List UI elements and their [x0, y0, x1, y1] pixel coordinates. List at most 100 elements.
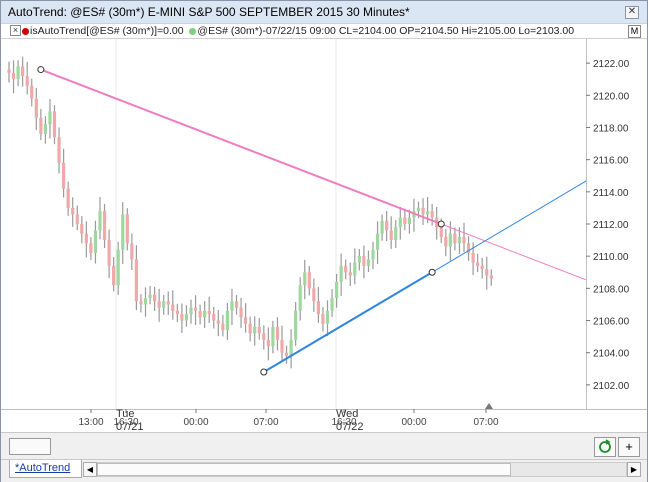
- price-bar-body: [221, 323, 225, 331]
- price-bar-body: [39, 117, 43, 134]
- date-label: 07/22: [336, 421, 364, 432]
- price-bar-body: [121, 214, 125, 250]
- time-tick-label: 07:00: [253, 417, 278, 428]
- chart-area[interactable]: 2122.00 2120.00 2118.00 2116.00 2114.00 2112.…: [1, 39, 647, 433]
- price-bar-body: [371, 249, 375, 260]
- price-bar-body: [357, 256, 361, 263]
- price-bar-body: [316, 301, 320, 315]
- price-bar-body: [21, 66, 25, 76]
- price-bar-body: [143, 298, 148, 305]
- resistance-trendline-extension: [441, 223, 587, 281]
- price-bar-body: [107, 240, 111, 266]
- price-bar-body: [348, 272, 352, 276]
- time-axis-toolbar: +: [1, 432, 647, 460]
- price-bar-body: [57, 137, 61, 163]
- window-title: AutoTrend: @ES# (30m*) E-MINI S&P 500 SE…: [8, 5, 410, 19]
- time-input-box[interactable]: [9, 438, 51, 455]
- price-bar-body: [407, 217, 411, 224]
- scroll-right-button[interactable]: ▶: [627, 462, 641, 477]
- price-bar-body: [7, 69, 11, 73]
- price-bar-body: [134, 259, 138, 302]
- price-bar-body: [416, 207, 421, 212]
- price-bar-body: [80, 224, 84, 234]
- price-bar-body: [180, 314, 184, 321]
- price-bar-body: [112, 265, 116, 286]
- tab-autotrend[interactable]: *AutoTrend: [9, 460, 82, 478]
- scroll-left-button[interactable]: ◀: [83, 462, 97, 477]
- price-bar-body: [89, 243, 93, 253]
- price-bar-body: [430, 211, 434, 218]
- auto-refresh-button[interactable]: [594, 437, 616, 457]
- price-axis-panel: [586, 39, 647, 409]
- price-bar-body: [193, 307, 198, 311]
- price-bar-body: [30, 85, 34, 99]
- price-bar-body: [25, 76, 29, 86]
- support-anchor-end: [428, 268, 436, 276]
- price-bar-body: [476, 262, 480, 266]
- add-chart-button[interactable]: +: [618, 437, 640, 457]
- price-bar-body: [225, 310, 229, 331]
- resistance-anchor-start: [37, 66, 45, 74]
- resistance-trendline: [40, 68, 442, 225]
- price-bar-body: [321, 314, 325, 324]
- remove-indicator-icon[interactable]: ×: [10, 25, 21, 36]
- price-bar-body: [462, 236, 466, 244]
- price-bar-body: [139, 301, 143, 305]
- current-bar-marker-icon: [485, 403, 493, 409]
- price-bar-body: [284, 352, 289, 356]
- price-tick-label: 2120.00: [593, 91, 630, 102]
- price-bar-body: [257, 326, 261, 334]
- price-tick-label: 2108.00: [593, 284, 630, 295]
- price-tick-label: 2114.00: [593, 188, 629, 199]
- price-bar-body: [189, 307, 193, 315]
- price-bar-body: [244, 317, 248, 324]
- price-bar-body: [385, 220, 389, 231]
- price-bar-body: [289, 339, 293, 356]
- price-bar-body: [362, 256, 366, 266]
- resistance-anchor-end: [437, 220, 445, 228]
- price-bar-body: [102, 211, 107, 241]
- price-bar-body: [125, 214, 129, 244]
- title-bar[interactable]: AutoTrend: @ES# (30m*) E-MINI S&P 500 SE…: [1, 1, 647, 24]
- day-label: Tue: [116, 408, 135, 420]
- price-bar-body: [116, 249, 120, 286]
- m-button[interactable]: M: [628, 25, 641, 38]
- price-bar-body: [171, 304, 175, 311]
- time-tick-label: 16:30: [113, 417, 138, 428]
- price-bar-body: [466, 243, 471, 253]
- price-bar-body: [216, 320, 220, 324]
- price-bar-body: [339, 265, 343, 282]
- price-bar-body: [248, 323, 252, 334]
- price-bar-body: [93, 230, 98, 253]
- price-bar-body: [153, 294, 157, 302]
- time-tick-label: 00:00: [183, 417, 208, 428]
- price-bar-body: [75, 214, 79, 224]
- price-bar-body: [203, 310, 207, 318]
- price-bar-body: [48, 111, 52, 125]
- price-bar-body: [66, 188, 70, 208]
- close-button[interactable]: ✕: [625, 6, 639, 19]
- price-bar-body: [253, 326, 257, 334]
- price-bar-body: [84, 233, 88, 244]
- price-bar-body: [71, 207, 75, 215]
- price-bar-body: [266, 339, 270, 347]
- scrollbar-thumb[interactable]: [97, 463, 511, 476]
- price-bar-body: [52, 111, 57, 138]
- price-bar-body: [325, 310, 330, 324]
- price-bar-body: [480, 265, 484, 270]
- price-bar-body: [230, 301, 234, 311]
- price-tick-label: 2118.00: [593, 123, 629, 134]
- price-tick-label: 2106.00: [593, 317, 630, 328]
- price-bar-body: [280, 339, 284, 353]
- price-bar-body: [157, 301, 161, 308]
- price-bar-body: [398, 217, 402, 228]
- price-bar-body: [457, 236, 462, 244]
- price-bar-body: [380, 220, 384, 234]
- price-bar-body: [426, 211, 430, 215]
- price-bar-body: [148, 294, 152, 298]
- time-tick-label: 07:00: [473, 417, 498, 428]
- price-chart[interactable]: 2122.00 2120.00 2118.00 2116.00 2114.00 2112.…: [1, 39, 647, 433]
- bar-data-text: @ES# (30m*)-07/22/15 09:00 CL=2104.00 OP…: [197, 25, 575, 37]
- price-bar-body: [353, 262, 357, 276]
- time-tick-label: 13:00: [78, 417, 103, 428]
